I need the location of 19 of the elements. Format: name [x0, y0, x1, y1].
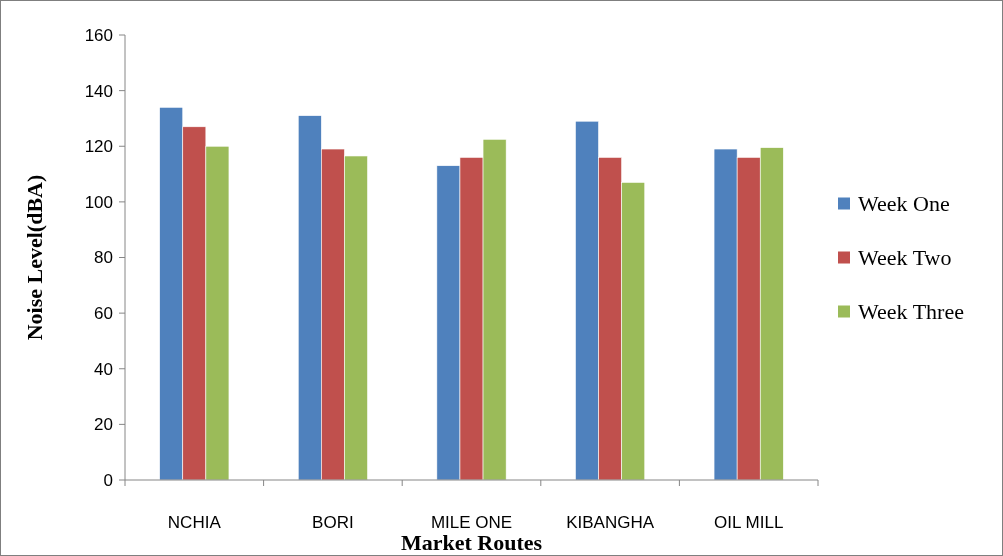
y-tick-label: 160	[84, 25, 113, 45]
y-tick-label: 40	[94, 359, 113, 379]
legend-label: Week Two	[858, 245, 952, 271]
x-tick-label: KIBANGHA	[566, 513, 655, 532]
y-tick-label: 120	[84, 137, 113, 157]
y-tick-label: 0	[103, 470, 113, 490]
legend-label: Week Three	[858, 299, 964, 325]
legend-label: Week One	[858, 191, 950, 217]
y-axis-title: Noise Level(dBA)	[22, 174, 47, 341]
y-tick-label: 60	[94, 304, 113, 324]
x-tick-label: OIL MILL	[714, 513, 784, 532]
x-axis-title: Market Routes	[400, 530, 543, 555]
y-tick-label: 100	[84, 192, 113, 212]
x-tick-label: BORI	[312, 513, 354, 532]
x-tick-label: NCHIA	[167, 513, 222, 532]
y-tick-label: 80	[94, 248, 113, 268]
y-tick-label: 20	[94, 415, 113, 435]
y-tick-label: 140	[84, 81, 113, 101]
x-tick-label: MILE ONE	[430, 513, 513, 532]
